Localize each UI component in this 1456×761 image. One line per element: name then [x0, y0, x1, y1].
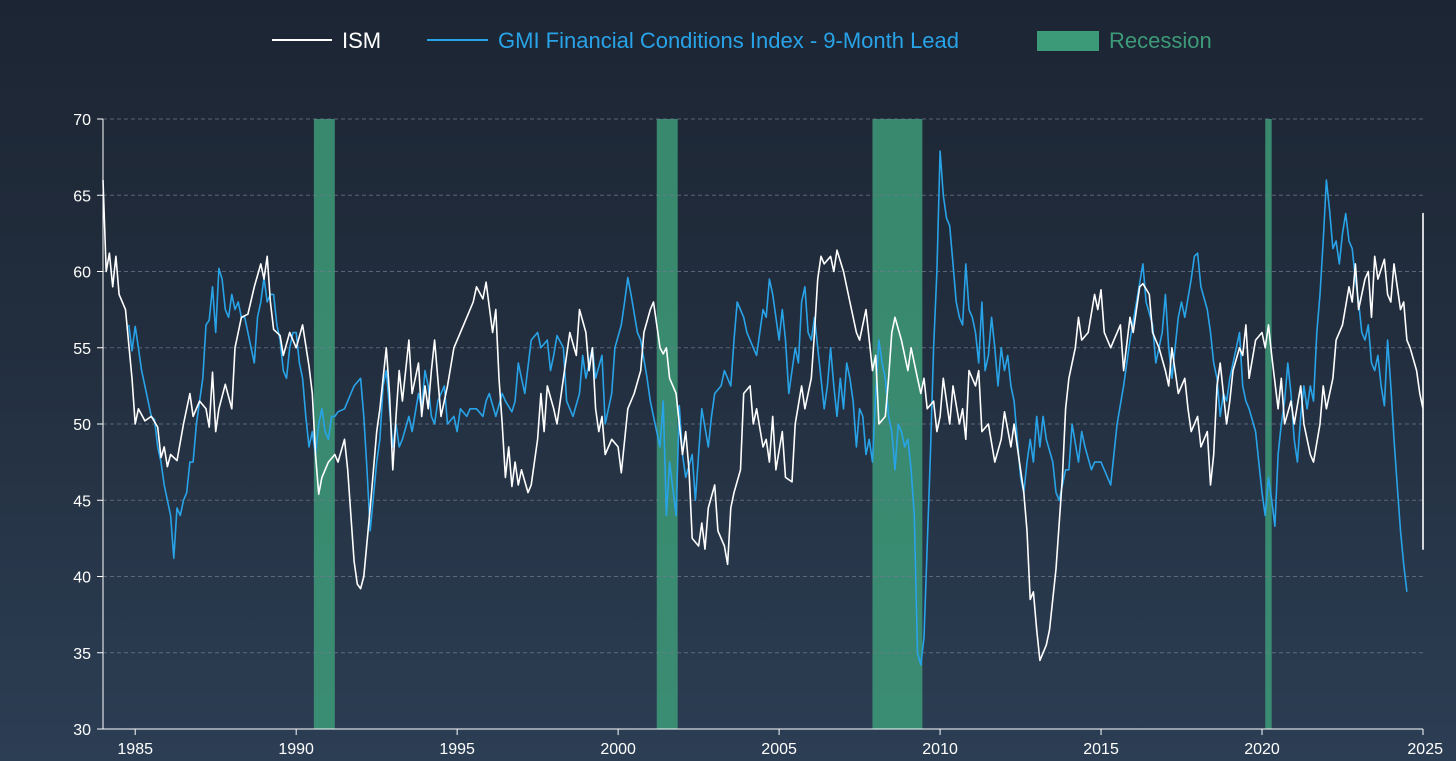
legend-label-gmi: GMI Financial Conditions Index - 9-Month… [498, 28, 959, 53]
x-tick-label-1985: 1985 [117, 741, 153, 758]
grid-lines [103, 118, 1423, 654]
legend-item-gmi[interactable]: GMI Financial Conditions Index - 9-Month… [427, 28, 959, 53]
legend-swatch-recession [1037, 31, 1099, 51]
y-axis-ticks: 30 35 40 45 50 55 60 65 70 [73, 112, 103, 739]
y-tick-label-50: 50 [73, 417, 91, 434]
y-tick-label-70: 70 [73, 112, 91, 129]
x-tick-label-1995: 1995 [439, 741, 475, 758]
legend: ISM GMI Financial Conditions Index - 9-M… [272, 28, 1212, 53]
y-tick-label-30: 30 [73, 722, 91, 739]
legend-label-ism: ISM [342, 28, 381, 53]
legend-item-recession[interactable]: Recession [1037, 28, 1212, 53]
y-tick-label-40: 40 [73, 570, 91, 587]
y-tick-label-55: 55 [73, 341, 91, 358]
x-tick-label-2025: 2025 [1407, 741, 1443, 758]
axes [102, 119, 1423, 730]
x-tick-label-2015: 2015 [1083, 741, 1119, 758]
x-tick-label-2010: 2010 [922, 741, 958, 758]
y-tick-label-45: 45 [73, 493, 91, 510]
x-tick-label-2000: 2000 [600, 741, 636, 758]
y-tick-label-65: 65 [73, 188, 91, 205]
x-tick-label-2005: 2005 [761, 741, 797, 758]
y-tick-label-35: 35 [73, 646, 91, 663]
x-tick-label-1990: 1990 [278, 741, 314, 758]
x-tick-label-2020: 2020 [1244, 741, 1280, 758]
series-lines [102, 150, 1424, 666]
y-tick-label-60: 60 [73, 265, 91, 282]
x-axis-ticks: 1985 1990 1995 2000 2005 2010 2015 2020 2025 [117, 729, 1443, 758]
legend-item-ism[interactable]: ISM [272, 28, 381, 53]
legend-label-recession: Recession [1109, 28, 1212, 53]
series-line-ism [102, 179, 1424, 662]
